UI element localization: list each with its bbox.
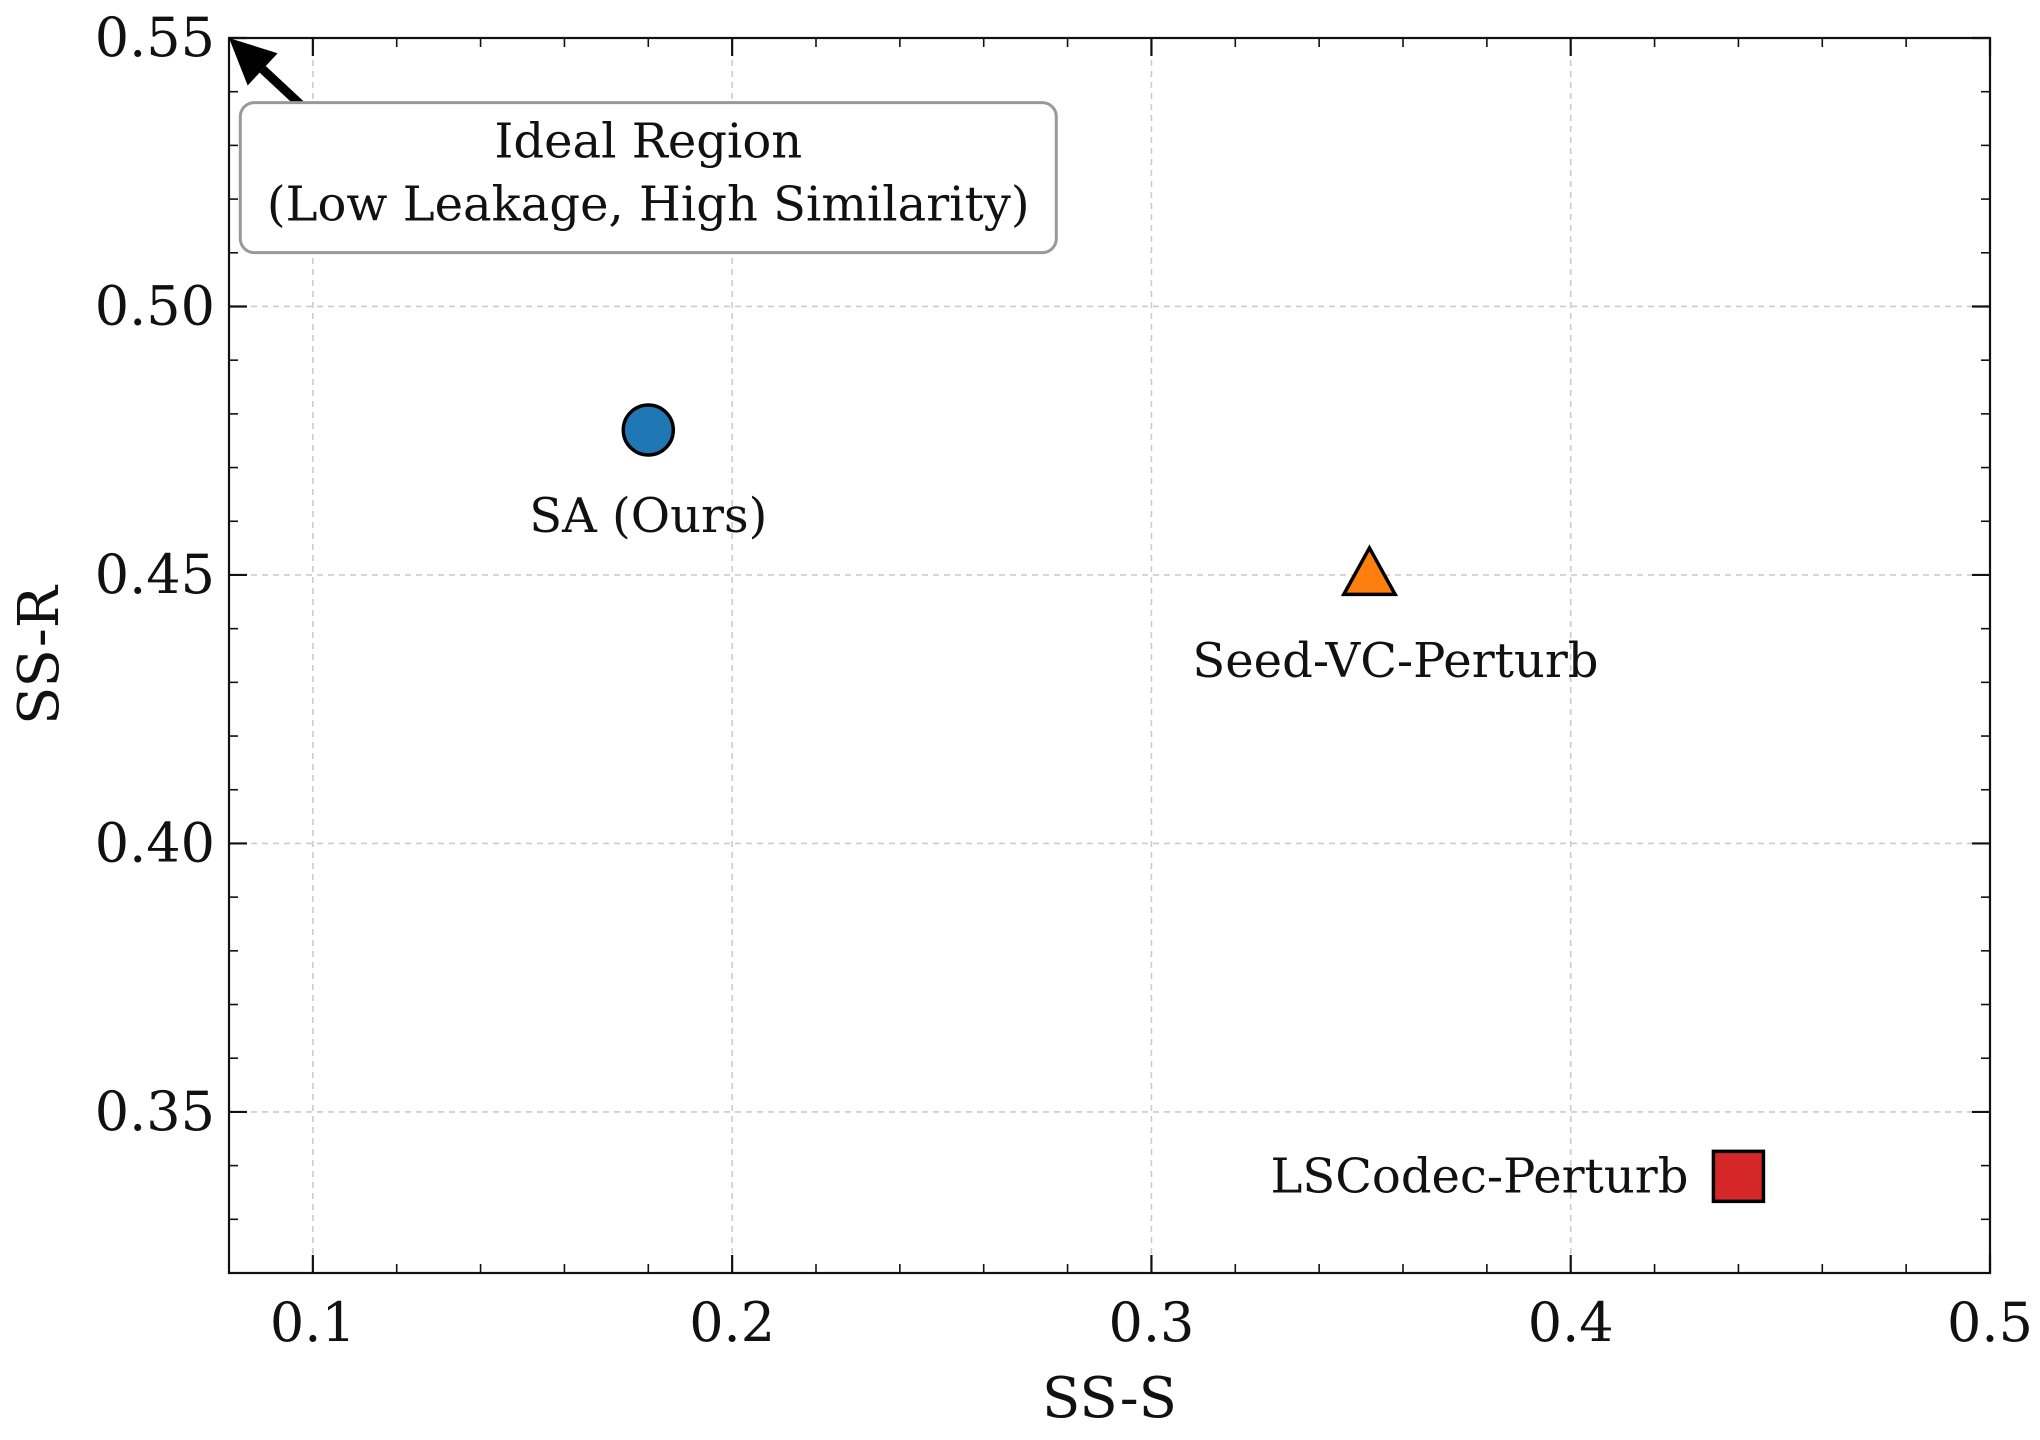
grid-lines — [229, 38, 1990, 1273]
y-tick-label: 0.50 — [95, 274, 215, 337]
point-label: Seed-VC-Perturb — [1192, 633, 1598, 689]
point-marker-triangle — [1340, 544, 1399, 597]
ideal-region-annotation: Ideal Region (Low Leakage, High Similarit… — [229, 38, 1058, 255]
x-axis-label: SS-S — [1042, 1366, 1177, 1431]
x-tick-label: 0.4 — [1528, 1291, 1614, 1354]
point-label: LSCodec-Perturb — [1270, 1148, 1688, 1204]
y-tick-label: 0.55 — [95, 6, 215, 69]
annotation-box — [238, 101, 1058, 255]
point-marker-square — [1711, 1149, 1766, 1204]
point-marker-circle — [621, 403, 676, 457]
x-tick-label: 0.2 — [689, 1291, 775, 1354]
x-tick-label: 0.1 — [270, 1291, 356, 1354]
data-points: SA (Ours) Seed-VC-Perturb LSCodec-Perturb — [529, 403, 1766, 1204]
y-tick-label: 0.45 — [95, 543, 215, 606]
annotation-text-line: Ideal Region — [494, 114, 802, 170]
annotation-text-line: (Low Leakage, High Similarity) — [267, 177, 1030, 233]
x-tick-label: 0.5 — [1947, 1291, 2033, 1354]
y-tick-label: 0.40 — [95, 811, 215, 874]
y-tick-label: 0.35 — [95, 1080, 215, 1143]
axes: 0.1 0.2 0.3 0.4 0.5 0.35 0.40 0.45 0.50 0.55 — [95, 6, 2033, 1354]
annotation-arrow-head — [229, 38, 278, 86]
plot-frame — [227, 36, 1992, 1275]
point-label: SA (Ours) — [529, 488, 767, 544]
y-axis-label: SS-R — [7, 584, 72, 725]
x-tick-label: 0.3 — [1108, 1291, 1194, 1354]
